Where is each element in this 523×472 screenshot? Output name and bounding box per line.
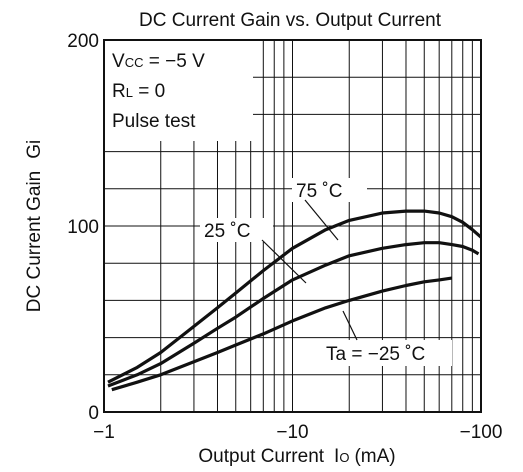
y-tick-label: 200 bbox=[67, 31, 99, 52]
series-line-0 bbox=[107, 209, 483, 384]
condition-pulse: Pulse test bbox=[112, 111, 196, 132]
condition-rl: RL = 0 bbox=[112, 81, 165, 102]
x-axis-label: Output Current IO (mA) bbox=[198, 446, 395, 467]
plot-frame bbox=[103, 39, 482, 413]
y-tick-label: 0 bbox=[88, 403, 99, 424]
y-tick-label: 100 bbox=[67, 217, 99, 238]
x-tick-label: −10 bbox=[276, 422, 308, 443]
x-tick-label: −100 bbox=[460, 422, 503, 443]
y-axis-label: DC Current GainGi bbox=[24, 140, 45, 313]
chart-title: DC Current Gain vs. Output Current bbox=[139, 10, 442, 31]
condition-vcc: VCC = −5 V bbox=[112, 51, 205, 72]
series-line-1 bbox=[107, 241, 480, 388]
leader-minus25c bbox=[342, 310, 358, 341]
series-label-25c: 25 ˚C bbox=[204, 221, 250, 242]
series-label-minus25c: Ta = −25 ˚C bbox=[326, 344, 425, 365]
tick-labels: −1 −10 −100 0 100 200 bbox=[67, 31, 502, 443]
series-line-2 bbox=[111, 276, 453, 392]
conditions-box: VCC = −5 V RL = 0 Pulse test bbox=[105, 41, 253, 141]
series-label-75c: 75 ˚C bbox=[296, 181, 342, 202]
x-tick-label: −1 bbox=[93, 422, 115, 443]
leader-75c bbox=[304, 199, 339, 241]
series-labels: 75 ˚C 25 ˚C Ta = −25 ˚C bbox=[200, 178, 452, 366]
series-group bbox=[107, 209, 483, 392]
leader-25c bbox=[261, 239, 307, 284]
